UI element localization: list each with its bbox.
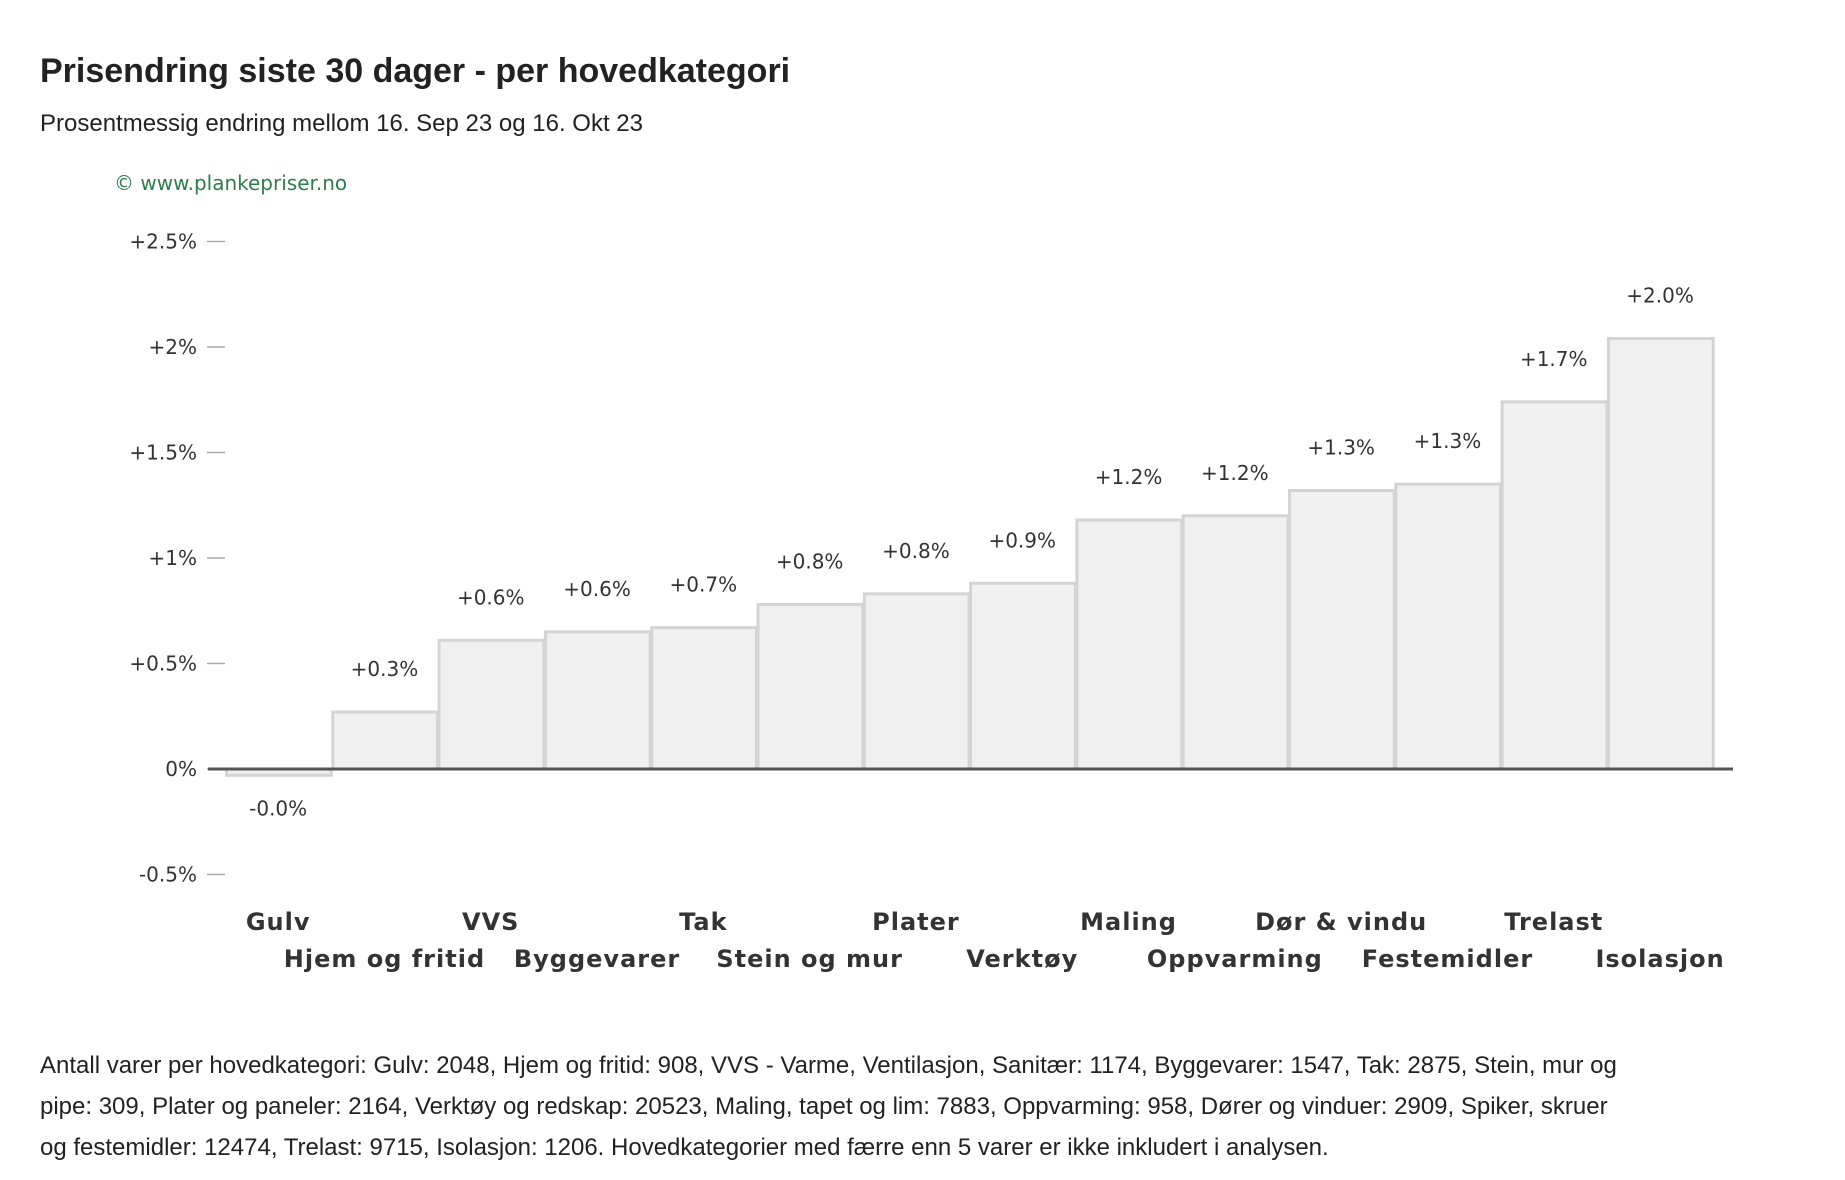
bar: [650, 626, 759, 771]
data-label: +0.7%: [670, 573, 738, 597]
bar: [1075, 518, 1184, 771]
bar: [1394, 482, 1503, 771]
data-label: +0.6%: [457, 585, 525, 609]
data-label: +1.2%: [1201, 461, 1269, 485]
chart-title: Prisendring siste 30 dager - per hovedka…: [40, 52, 791, 90]
category-label: Stein og mur: [716, 945, 903, 973]
y-tick-label: +1%: [149, 546, 198, 570]
bar: [1500, 400, 1609, 771]
bar: [1288, 488, 1396, 771]
y-tick-label: 0%: [165, 757, 197, 781]
y-tick-label: +2%: [149, 335, 198, 359]
category-label: Oppvarming: [1147, 945, 1323, 973]
data-label: +0.9%: [988, 528, 1056, 552]
data-label: +0.6%: [563, 577, 631, 601]
y-tick-label: +1.5%: [129, 441, 197, 465]
category-label: Isolasjon: [1595, 945, 1724, 973]
category-label: Festemidler: [1362, 945, 1534, 973]
bar: [331, 710, 440, 771]
bar: [437, 638, 546, 771]
data-label: +1.3%: [1414, 429, 1482, 453]
data-label: +0.8%: [882, 539, 950, 563]
bar-chart: © www.plankepriser.no -0.5% 0% +0.5% +1% +1.5…: [114, 171, 1733, 973]
category-label: Dør & vindu: [1255, 908, 1427, 936]
category-label: Verktøy: [966, 945, 1078, 973]
category-label: VVS: [462, 908, 519, 936]
y-tick-label: -0.5%: [139, 863, 197, 887]
bar: [1606, 337, 1715, 771]
chart-credit: © www.plankepriser.no: [114, 171, 347, 195]
data-label: +0.8%: [776, 549, 844, 573]
chart-subtitle: Prosentmessig endring mellom 16. Sep 23 …: [40, 110, 643, 137]
bar: [862, 592, 971, 771]
data-label: +1.2%: [1095, 465, 1163, 489]
y-tick-label: +0.5%: [129, 652, 197, 676]
category-label: Gulv: [246, 908, 311, 936]
y-tick-label: +2.5%: [129, 230, 197, 254]
bar: [756, 602, 865, 771]
data-label: +2.0%: [1626, 284, 1694, 308]
category-label: Hjem og fritid: [284, 945, 485, 973]
data-label: +1.3%: [1307, 435, 1375, 459]
data-label: -0.0%: [249, 796, 307, 820]
category-label: Maling: [1080, 908, 1177, 936]
data-label: +0.3%: [351, 657, 419, 681]
bar: [543, 630, 652, 771]
bar: [969, 581, 1077, 771]
category-label: Trelast: [1504, 908, 1603, 936]
chart-footnote: Antall varer per hovedkategori: Gulv: 20…: [40, 1052, 1617, 1161]
data-label: +1.7%: [1520, 347, 1588, 371]
category-label: Tak: [679, 908, 727, 936]
category-label: Byggevarer: [514, 945, 680, 973]
bar: [1181, 514, 1290, 771]
category-label: Plater: [872, 908, 960, 936]
